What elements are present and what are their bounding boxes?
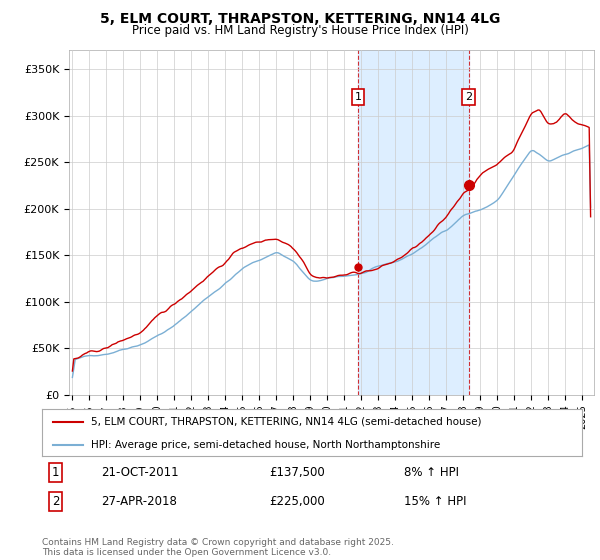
Text: 27-APR-2018: 27-APR-2018 [101,494,177,508]
Text: 15% ↑ HPI: 15% ↑ HPI [404,494,466,508]
Text: 5, ELM COURT, THRAPSTON, KETTERING, NN14 4LG: 5, ELM COURT, THRAPSTON, KETTERING, NN14… [100,12,500,26]
Text: 8% ↑ HPI: 8% ↑ HPI [404,465,459,479]
Text: 1: 1 [355,92,361,102]
Bar [358,50,469,395]
Text: 5, ELM COURT, THRAPSTON, KETTERING, NN14 4LG (semi-detached house): 5, ELM COURT, THRAPSTON, KETTERING, NN14… [91,417,481,427]
Text: 21-OCT-2011: 21-OCT-2011 [101,465,179,479]
Text: Contains HM Land Registry data © Crown copyright and database right 2025.
This d: Contains HM Land Registry data © Crown c… [42,538,394,557]
Text: 2: 2 [465,92,472,102]
Text: 2: 2 [52,494,59,508]
Text: Price paid vs. HM Land Registry's House Price Index (HPI): Price paid vs. HM Land Registry's House … [131,24,469,36]
Text: £137,500: £137,500 [269,465,325,479]
Text: £225,000: £225,000 [269,494,325,508]
Text: HPI: Average price, semi-detached house, North Northamptonshire: HPI: Average price, semi-detached house,… [91,440,440,450]
Text: 1: 1 [52,465,59,479]
